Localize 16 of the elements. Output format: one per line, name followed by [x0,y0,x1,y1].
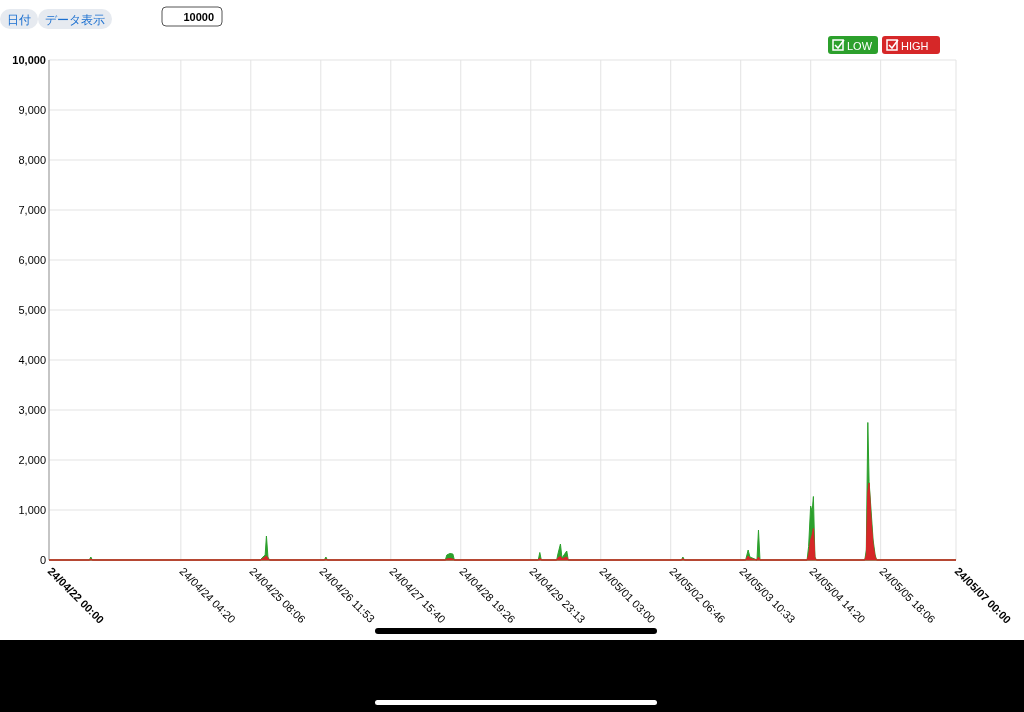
y-tick-label: 10,000 [12,54,46,66]
y-tick-label: 2,000 [18,454,46,466]
text: LOW [847,39,873,52]
text: データ表示 [45,12,105,27]
text: 日付 [7,12,31,27]
y-tick-label: 4,000 [18,354,46,366]
y-tick-label: 1,000 [18,504,46,516]
y-tick-label: 0 [39,554,46,566]
text: 10000 [183,11,214,23]
text: HIGH [901,39,929,52]
y-tick-label: 7,000 [18,204,46,216]
y-tick-label: 6,000 [18,254,46,266]
y-tick-label: 9,000 [18,104,46,116]
y-tick-label: 8,000 [18,154,46,166]
y-tick-label: 5,000 [18,304,46,316]
y-tick-label: 3,000 [18,404,46,416]
